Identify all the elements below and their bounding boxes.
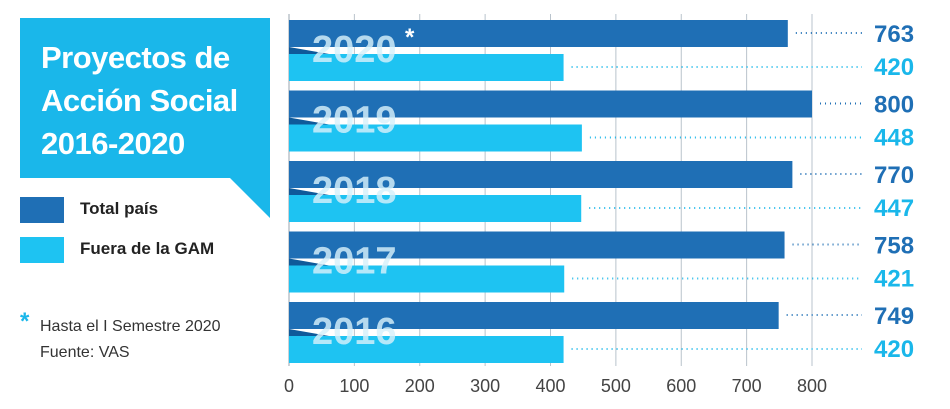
- x-tick-label-300: 300: [470, 376, 500, 396]
- year-label-2019: 2019: [312, 100, 397, 142]
- bar-connector-2016: [289, 329, 329, 336]
- x-tick-label-800: 800: [797, 376, 827, 396]
- year-mark-2020: *: [405, 24, 415, 51]
- value-label-total-2016: 749: [874, 303, 914, 330]
- title-box: [20, 18, 270, 178]
- chart-title-line-1: Proyectos de: [41, 40, 230, 75]
- x-tick-label-400: 400: [535, 376, 565, 396]
- legend-swatch-gam: [20, 237, 64, 263]
- bar-connector-2020: [289, 47, 329, 54]
- year-label-2018: 2018: [312, 170, 397, 212]
- footnote-text: Hasta el I Semestre 2020: [40, 318, 221, 335]
- x-tick-label-200: 200: [405, 376, 435, 396]
- bar-gam-2018: [289, 195, 582, 222]
- year-label-2016: 2016: [312, 311, 397, 353]
- bar-total-2017: [289, 231, 785, 259]
- value-label-total-2018: 770: [874, 162, 914, 189]
- x-tick-label-700: 700: [732, 376, 762, 396]
- bar-connector-2018: [289, 188, 329, 195]
- x-tick-label-500: 500: [601, 376, 631, 396]
- bar-total-2019: [289, 90, 812, 118]
- value-label-gam-2016: 420: [874, 336, 914, 363]
- x-tick-label-100: 100: [339, 376, 369, 396]
- legend-label-total: Total país: [80, 199, 159, 218]
- bar-gam-2020: [289, 54, 564, 81]
- x-tick-label-0: 0: [284, 376, 294, 396]
- source-text: Fuente: VAS: [40, 344, 130, 361]
- value-label-total-2019: 800: [874, 92, 914, 119]
- bar-connector-2017: [289, 258, 329, 266]
- chart-panel: Proyectos de Acción Social 2016-2020 Tot…: [0, 0, 270, 361]
- chart-title-line-3: 2016-2020: [41, 126, 185, 161]
- bar-gam-2016: [289, 336, 564, 363]
- value-label-total-2017: 758: [874, 233, 914, 260]
- value-label-total-2020: 763: [874, 21, 914, 48]
- value-label-gam-2017: 421: [874, 266, 914, 293]
- value-label-gam-2019: 448: [874, 125, 914, 152]
- footnote-star: *: [20, 308, 30, 335]
- legend-label-gam: Fuera de la GAM: [80, 239, 215, 258]
- title-box-tail: [230, 178, 270, 218]
- bar-total-2018: [289, 161, 793, 188]
- year-label-2017: 2017: [312, 241, 397, 283]
- x-tick-label-600: 600: [666, 376, 696, 396]
- value-label-gam-2020: 420: [874, 54, 914, 81]
- chart-title-line-2: Acción Social: [41, 83, 238, 118]
- bar-connector-2019: [289, 117, 329, 125]
- chart-title: Proyectos de Acción Social 2016-2020: [41, 36, 266, 165]
- year-label-2020: 2020: [312, 29, 397, 71]
- legend-swatch-total: [20, 197, 64, 223]
- bar-gam-2019: [289, 124, 582, 152]
- bar-total-2020: [289, 20, 788, 47]
- value-label-gam-2018: 447: [874, 195, 914, 222]
- bar-gam-2017: [289, 265, 565, 293]
- bar-total-2016: [289, 302, 779, 329]
